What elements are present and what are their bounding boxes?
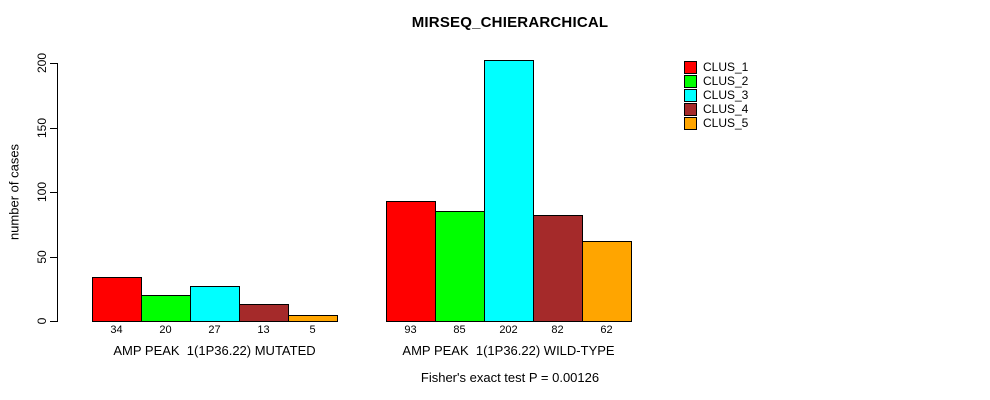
bar-value-label: 82	[551, 324, 564, 336]
bar-value-label: 13	[257, 324, 270, 336]
legend-item-clus_3: CLUS_3	[684, 89, 748, 102]
legend-label: CLUS_3	[703, 88, 749, 102]
bar-clus_4-group2	[533, 215, 583, 322]
bar-clus_1-group2	[386, 201, 436, 322]
bar-value-label: 5	[309, 324, 316, 336]
legend-swatch-icon	[684, 89, 697, 102]
legend-label: CLUS_2	[703, 74, 749, 88]
legend-item-clus_1: CLUS_1	[684, 61, 748, 74]
legend-swatch-icon	[684, 75, 697, 88]
bar-value-label: 93	[404, 324, 417, 336]
bar-value-label: 27	[208, 324, 221, 336]
y-tick-label: 200	[35, 52, 49, 74]
x-group-label: AMP PEAK 1(1P36.22) WILD-TYPE	[402, 343, 615, 358]
bar-value-label: 62	[600, 324, 613, 336]
y-tick-label: 100	[35, 181, 49, 203]
fisher-test-annotation: Fisher's exact test P = 0.00126	[420, 370, 600, 385]
bar-value-label: 20	[159, 324, 172, 336]
bar-value-label: 85	[453, 324, 466, 336]
x-group-label: AMP PEAK 1(1P36.22) MUTATED	[113, 343, 316, 358]
bar-value-label: 34	[110, 324, 123, 336]
legend-item-clus_5: CLUS_5	[684, 117, 748, 130]
legend: CLUS_1 CLUS_2 CLUS_3 CLUS_4 CLUS_5	[684, 61, 748, 131]
legend-item-clus_2: CLUS_2	[684, 75, 748, 88]
legend-swatch-icon	[684, 117, 697, 130]
y-tick-label: 0	[35, 317, 49, 325]
bar-clus_3-group1	[190, 286, 240, 322]
bar-clus_4-group1	[239, 304, 289, 322]
chart-title: MIRSEQ_CHIERARCHICAL	[411, 14, 609, 31]
bar-clus_3-group2	[484, 60, 534, 322]
legend-swatch-icon	[684, 103, 697, 116]
y-tick-label: 50	[35, 250, 49, 264]
legend-label: CLUS_4	[703, 102, 749, 116]
y-tick-mark	[50, 321, 57, 322]
y-tick-mark	[50, 63, 57, 64]
y-tick-label: 150	[35, 117, 49, 139]
legend-swatch-icon	[684, 61, 697, 74]
bar-clus_5-group1	[288, 315, 338, 322]
legend-label: CLUS_5	[703, 116, 749, 130]
y-tick-mark	[50, 257, 57, 258]
y-tick-mark	[50, 192, 57, 193]
legend-label: CLUS_1	[703, 60, 749, 74]
bar-clus_1-group1	[92, 277, 142, 322]
bar-clus_5-group2	[582, 241, 632, 322]
bar-clus_2-group1	[141, 295, 191, 322]
bar-clus_2-group2	[435, 211, 485, 322]
legend-item-clus_4: CLUS_4	[684, 103, 748, 116]
y-axis-label: number of cases	[6, 143, 22, 241]
y-tick-mark	[50, 128, 57, 129]
y-axis-line	[57, 63, 58, 322]
bar-value-label: 202	[499, 324, 518, 336]
